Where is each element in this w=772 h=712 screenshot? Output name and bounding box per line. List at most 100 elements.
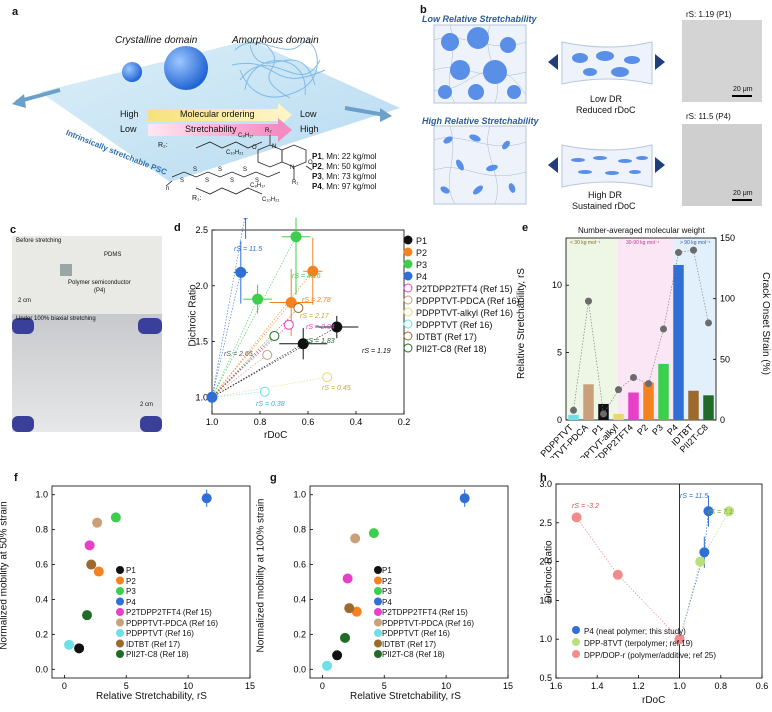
chart-d-x-tick-label: 0.2 [398, 417, 411, 427]
chart-f-point [93, 566, 104, 577]
chart-f-y-tick-label: 0.6 [35, 560, 48, 570]
stretchability-label: Stretchability [185, 124, 237, 134]
chart-g-point [344, 603, 355, 614]
chart-e-bar [703, 395, 714, 420]
chart-g-point [340, 632, 351, 643]
panel-letter-a: a [12, 6, 19, 18]
high-label-2: High [300, 124, 319, 134]
glove-bottom-right [140, 416, 162, 432]
chart-e-bar [613, 413, 624, 420]
chart-d-legend-marker [403, 247, 413, 257]
chart-d-x-tick-label: 0.4 [350, 417, 363, 427]
chart-f: 0 5 10 15 0.0 0.2 0.4 0.6 0.8 1.0 [35, 485, 255, 691]
r1-label: R₁: [192, 195, 202, 202]
chart-f-legend-marker [116, 587, 124, 595]
chart-g-x-tick-label: 0 [320, 681, 325, 691]
semiconductor-square [60, 264, 72, 276]
panel-letter-c: c [10, 224, 17, 236]
legend-row: P3 [382, 587, 392, 596]
high-stretch-title: High Relative Stretchability [422, 116, 539, 126]
chart-h-series-line [679, 510, 730, 640]
chart-d-annotation: rS = 11.5 [234, 246, 262, 253]
panel-a-illustration [12, 39, 400, 195]
c8h17-bottom: C₈H₁₇ [250, 183, 266, 189]
chart-f-x-tick-label: 15 [245, 681, 255, 691]
legend-row: IDTBT (Ref 17) [126, 639, 181, 649]
chart-g-legend-marker [374, 650, 382, 658]
chart-d-y-tick-label: 2.5 [195, 225, 208, 235]
crystalline-sphere-large [164, 46, 208, 90]
legend-row: P2TDPP2TFT4 (Ref 15) [126, 608, 212, 617]
chart-d-legend-marker [403, 331, 413, 341]
chart-d-guide-line [211, 354, 268, 398]
legend-ref16c: PDPPTVT (Ref 16) [416, 320, 493, 330]
chart-h-y-tick-label: 2.5 [539, 518, 552, 528]
chart-d-legend-marker [403, 295, 413, 305]
atom-label: S [230, 178, 235, 184]
chart-e-bar [568, 414, 579, 420]
chart-e-cos-line [648, 328, 664, 384]
chart-g-xlabel: Relative Stretchability, rS [350, 691, 461, 702]
chart-d-annotation: rS = 2.04 [306, 324, 335, 331]
chart-g-point [368, 528, 379, 539]
chart-d-guide-line [211, 271, 314, 398]
panel-e: e Number-averaged molecular weight 0 5 10 0… [516, 218, 772, 458]
chart-h-y-tick-label: 3.0 [539, 479, 552, 489]
pdms-label: PDMS [104, 252, 122, 258]
chart-d-annotation: rS = 1.83 [306, 338, 335, 345]
chart-d-legend-marker [403, 271, 413, 281]
chart-g-legend-marker [374, 629, 382, 637]
chart-e-y-tick-label: 10 [552, 280, 562, 290]
chart-d-guide-line [211, 335, 275, 398]
legend-row: P4 [382, 597, 392, 607]
atom-label: O [308, 160, 313, 166]
band-label-1: < 30 kg mol⁻¹ [570, 240, 601, 246]
amorphous-tangle [231, 39, 326, 99]
chart-d-x-tick-label: 1.0 [206, 417, 219, 427]
chart-d-y-tick-label: 1.5 [195, 337, 208, 347]
chart-g-y-tick-label: 0.0 [293, 664, 306, 674]
chart-g-y-tick-label: 0.8 [293, 525, 306, 535]
low-stretched-box [548, 41, 665, 85]
chart-g-x-tick-label: 10 [441, 681, 451, 691]
legend-h-dppdop: DPP/DOP-r (polymer/additive; ref 25) [572, 650, 716, 662]
chart-g-point [351, 606, 362, 617]
chart-d-point [322, 372, 333, 383]
ordering-label: Molecular ordering [180, 109, 255, 119]
chart-g-ylabel: Normalized mobility at 100% strain [255, 498, 267, 653]
chart-h-y-tick-label: 1.5 [539, 595, 552, 605]
chart-e-cos-point [615, 386, 622, 394]
panel-b-illustration [433, 20, 762, 206]
chart-f-x-tick-label: 0 [62, 681, 67, 691]
atom-label: n [166, 186, 170, 192]
chart-f-y-tick-label: 0.0 [35, 664, 48, 674]
chart-g-point [459, 493, 470, 504]
semiconductor-label: Polymer semiconductor [68, 280, 131, 286]
chart-g-x-frame [309, 485, 509, 679]
chart-e-cos-point [660, 325, 667, 333]
chart-d-y-tick-label: 2.0 [195, 281, 208, 291]
atom-label: S [255, 178, 260, 184]
r2-label: R₂: [158, 142, 168, 149]
chart-h-point [674, 634, 685, 645]
atom-label: S [205, 178, 210, 184]
chart-f-xlabel: Relative Stretchability, rS [96, 691, 207, 702]
chart-d-y-tick-label: 1.0 [195, 392, 208, 402]
chart-f-point [201, 493, 212, 504]
chart-h-x-tick-label: 0.8 [715, 681, 728, 691]
chart-f-legend-marker [116, 639, 124, 648]
chart-d-guide-line [211, 343, 304, 398]
chart-g-x-tick-label: 5 [382, 681, 387, 691]
chart-d: 1.0 0.8 0.6 0.4 0.2 1.0 1.5 2.0 2.5 rS = 11.5 rS =… [195, 218, 413, 427]
chart-f-point [110, 512, 121, 523]
chart-e-cos-point [645, 380, 652, 388]
afm-rs-p1: rS: 1.19 (P1) [686, 10, 732, 19]
chart-d-point [269, 330, 280, 341]
chart-h-point [695, 556, 706, 567]
chart-f-legend-marker [116, 576, 124, 585]
chart-e-y2-tick-label: 0 [720, 415, 725, 425]
chart-e-bar [673, 264, 684, 420]
chart-d-guide-line [211, 307, 299, 398]
polymer-mn-list: P1, Mn: 22 kg/mol P2, Mn: 50 kg/mol P3, … [312, 152, 376, 192]
